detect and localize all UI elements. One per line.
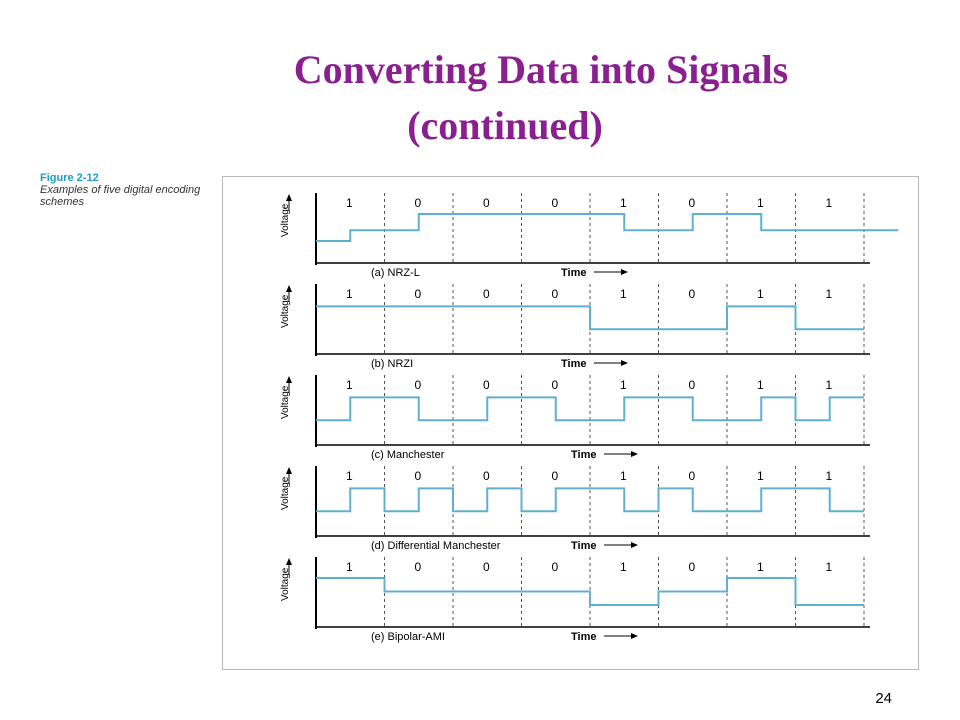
bit-label: 1 (826, 287, 833, 301)
bit-label: 1 (346, 378, 353, 392)
voltage-label: Voltage (280, 385, 291, 419)
panel-label: (c) Manchester (371, 449, 445, 461)
bit-label: 1 (620, 287, 627, 301)
figure-caption-number: Figure 2-12 (40, 172, 99, 184)
panel-label: (b) NRZI (371, 358, 413, 370)
encoding-figure: Voltage 1 0 0 0 1 0 1 1 (a) NRZ-L Time Voltage 1 0 0 0 1… (222, 176, 919, 670)
time-label: Time (571, 540, 596, 552)
time-arrowhead (621, 269, 628, 275)
voltage-arrowhead (286, 558, 292, 565)
bit-label: 0 (415, 287, 422, 301)
panel-label: (a) NRZ-L (371, 267, 420, 279)
time-arrowhead (631, 542, 638, 548)
signal-line (316, 305, 864, 331)
bit-label: 1 (757, 196, 764, 210)
bit-label: 0 (483, 196, 490, 210)
bit-label: 1 (346, 469, 353, 483)
bit-label: 1 (757, 378, 764, 392)
panel-label: (e) Bipolar-AMI (371, 631, 445, 643)
time-label: Time (571, 449, 596, 461)
bit-label: 0 (689, 469, 696, 483)
bit-label: 1 (826, 378, 833, 392)
time-label: Time (561, 358, 586, 370)
bit-label: 1 (346, 560, 353, 574)
voltage-label: Voltage (280, 567, 291, 601)
bit-label: 0 (415, 196, 422, 210)
bit-label: 1 (346, 287, 353, 301)
voltage-arrowhead (286, 376, 292, 383)
slide-title: Converting Data into Signals (continued) (0, 42, 960, 154)
bit-label: 1 (620, 378, 627, 392)
bit-label: 0 (415, 560, 422, 574)
voltage-arrowhead (286, 467, 292, 474)
slide-title-line2: (continued) (407, 103, 603, 148)
time-label: Time (571, 631, 596, 643)
slide-title-line1: Converting Data into Signals (293, 47, 789, 92)
signal-line (316, 577, 864, 606)
time-label: Time (561, 267, 586, 279)
bit-label: 0 (415, 378, 422, 392)
bit-label: 0 (483, 287, 490, 301)
bit-label: 1 (620, 469, 627, 483)
voltage-label: Voltage (280, 203, 291, 237)
encoding-diagram: Voltage 1 0 0 0 1 0 1 1 (a) NRZ-L Time Voltage 1 0 0 0 1… (280, 193, 899, 643)
voltage-label: Voltage (280, 294, 291, 328)
bit-label: 0 (483, 469, 490, 483)
bit-label: 0 (483, 378, 490, 392)
bit-label: 0 (483, 560, 490, 574)
signal-line (316, 396, 864, 422)
bit-label: 1 (826, 469, 833, 483)
bit-label: 0 (552, 560, 559, 574)
signal-line (316, 213, 899, 242)
voltage-arrowhead (286, 285, 292, 292)
bit-label: 1 (620, 560, 627, 574)
bit-label: 1 (826, 560, 833, 574)
bit-label: 1 (346, 196, 353, 210)
bit-label: 1 (826, 196, 833, 210)
time-arrowhead (621, 360, 628, 366)
figure-caption-text: Examples of five digital encoding scheme… (40, 184, 201, 208)
time-arrowhead (631, 633, 638, 639)
time-arrowhead (631, 451, 638, 457)
bit-label: 0 (415, 469, 422, 483)
bit-label: 0 (689, 378, 696, 392)
figure-caption: Figure 2-12 Examples of five digital enc… (40, 172, 220, 208)
bit-label: 0 (552, 287, 559, 301)
voltage-label: Voltage (280, 476, 291, 510)
panel-label: (d) Differential Manchester (371, 540, 501, 552)
voltage-arrowhead (286, 194, 292, 201)
signal-line (316, 487, 864, 513)
bit-label: 0 (689, 287, 696, 301)
bit-label: 1 (620, 196, 627, 210)
bit-label: 1 (757, 287, 764, 301)
page-number: 24 (875, 690, 892, 707)
bit-label: 0 (552, 196, 559, 210)
bit-label: 0 (552, 469, 559, 483)
bit-label: 1 (757, 560, 764, 574)
bit-label: 1 (757, 469, 764, 483)
bit-label: 0 (689, 560, 696, 574)
bit-label: 0 (552, 378, 559, 392)
bit-label: 0 (689, 196, 696, 210)
